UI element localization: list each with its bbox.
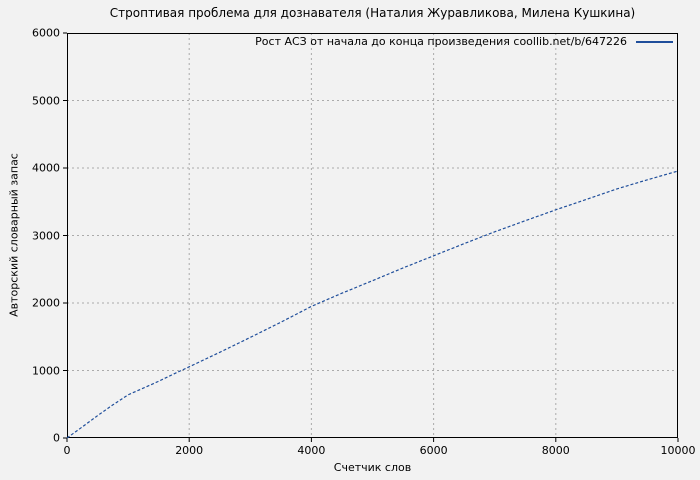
x-tick-label: 10000 [660, 444, 696, 457]
chart-title: Строптивая проблема для дознавателя (Нат… [109, 6, 636, 20]
legend: Рост АСЗ от начала до конца произведения… [255, 35, 673, 48]
x-axis-tick-labels: 0 2000 4000 6000 8000 10000 [0, 444, 700, 458]
x-tick-label: 6000 [419, 444, 448, 457]
x-tick-label: 4000 [297, 444, 326, 457]
y-axis-tick-labels: 0 1000 2000 3000 4000 5000 6000 [0, 0, 60, 480]
legend-label: Рост АСЗ от начала до конца произведения… [255, 35, 627, 48]
y-tick-label: 0 [53, 431, 60, 445]
x-axis-label: Счетчик слов [333, 461, 412, 474]
y-tick-label: 5000 [32, 94, 60, 107]
y-tick-label: 1000 [32, 364, 60, 377]
series-line [66, 170, 679, 439]
x-tick-label: 2000 [175, 444, 204, 457]
x-tick-label: 0 [63, 444, 71, 457]
legend-line-sample [636, 40, 673, 43]
y-tick-label: 2000 [32, 296, 60, 310]
plot-border [67, 33, 678, 438]
y-tick-label: 3000 [32, 229, 60, 242]
y-tick-label: 4000 [32, 161, 60, 175]
x-tick-label: 8000 [541, 444, 570, 457]
y-tick-label: 6000 [32, 26, 60, 40]
y-axis-label: Авторский словарный запас [7, 153, 21, 317]
